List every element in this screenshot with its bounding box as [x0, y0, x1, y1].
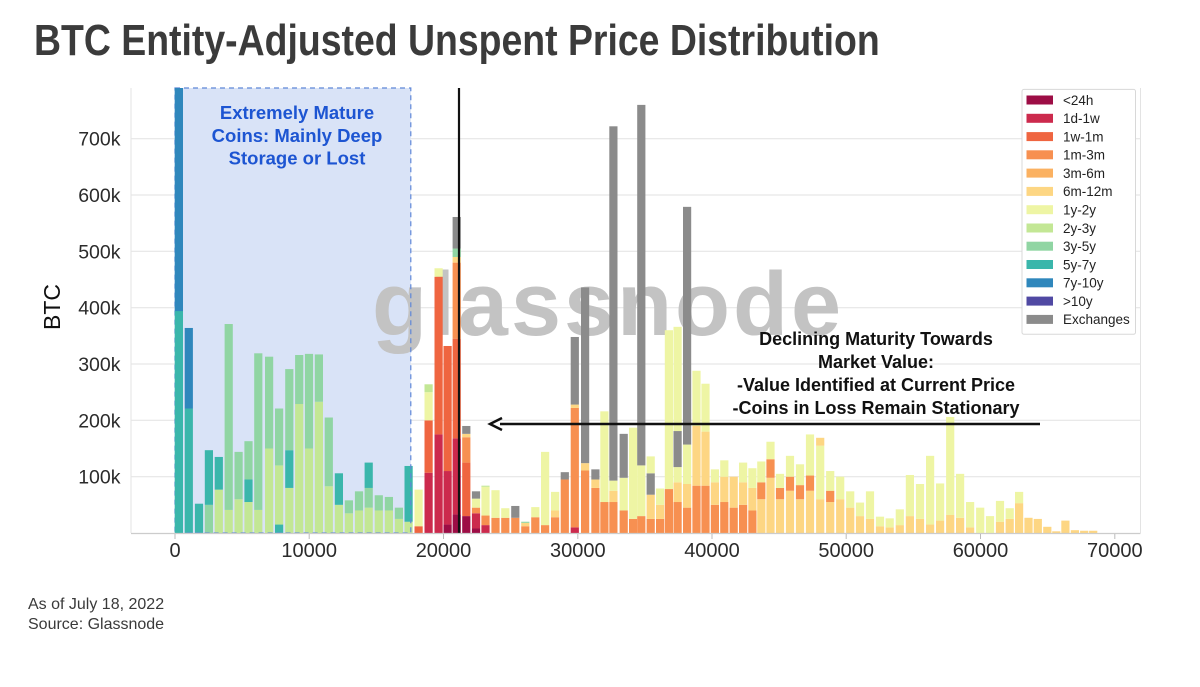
svg-text:50000: 50000	[818, 540, 874, 562]
svg-text:Exchanges: Exchanges	[1063, 312, 1130, 327]
svg-text:Declining Maturity Towards: Declining Maturity Towards	[759, 329, 993, 349]
svg-text:BTC: BTC	[39, 284, 65, 330]
svg-text:700k: 700k	[78, 129, 121, 151]
svg-text:30000: 30000	[550, 540, 606, 562]
svg-text:7y-10y: 7y-10y	[1063, 276, 1104, 291]
svg-text:Coins: Mainly Deep: Coins: Mainly Deep	[212, 125, 383, 146]
svg-text:2y-3y: 2y-3y	[1063, 221, 1096, 236]
svg-text:Storage or Lost: Storage or Lost	[229, 148, 366, 169]
svg-text:400k: 400k	[78, 298, 121, 320]
svg-text:100k: 100k	[78, 467, 121, 489]
svg-text:>10y: >10y	[1063, 294, 1093, 309]
svg-text:Market Value:: Market Value:	[818, 352, 934, 372]
svg-text:1d-1w: 1d-1w	[1063, 111, 1100, 126]
svg-text:600k: 600k	[78, 185, 121, 207]
svg-text:300k: 300k	[78, 354, 121, 376]
svg-text:6m-12m: 6m-12m	[1063, 184, 1113, 199]
svg-text:0: 0	[169, 540, 180, 562]
svg-text:1w-1m: 1w-1m	[1063, 129, 1104, 144]
svg-text:40000: 40000	[684, 540, 740, 562]
svg-text:60000: 60000	[953, 540, 1009, 562]
svg-text:<24h: <24h	[1063, 93, 1093, 108]
svg-text:20000: 20000	[416, 540, 472, 562]
svg-text:3y-5y: 3y-5y	[1063, 239, 1096, 254]
svg-text:Extremely Mature: Extremely Mature	[220, 102, 374, 123]
svg-text:10000: 10000	[281, 540, 337, 562]
svg-text:70000: 70000	[1087, 540, 1143, 562]
svg-text:-Value Identified at Current P: -Value Identified at Current Price	[737, 375, 1015, 395]
svg-text:500k: 500k	[78, 241, 121, 263]
svg-text:1y-2y: 1y-2y	[1063, 203, 1096, 218]
svg-text:1m-3m: 1m-3m	[1063, 148, 1105, 163]
svg-text:-Coins in Loss Remain Stationa: -Coins in Loss Remain Stationary	[732, 398, 1019, 418]
svg-text:glassnode: glassnode	[372, 255, 844, 355]
svg-text:200k: 200k	[78, 410, 121, 432]
svg-text:5y-7y: 5y-7y	[1063, 257, 1096, 272]
svg-text:3m-6m: 3m-6m	[1063, 166, 1105, 181]
